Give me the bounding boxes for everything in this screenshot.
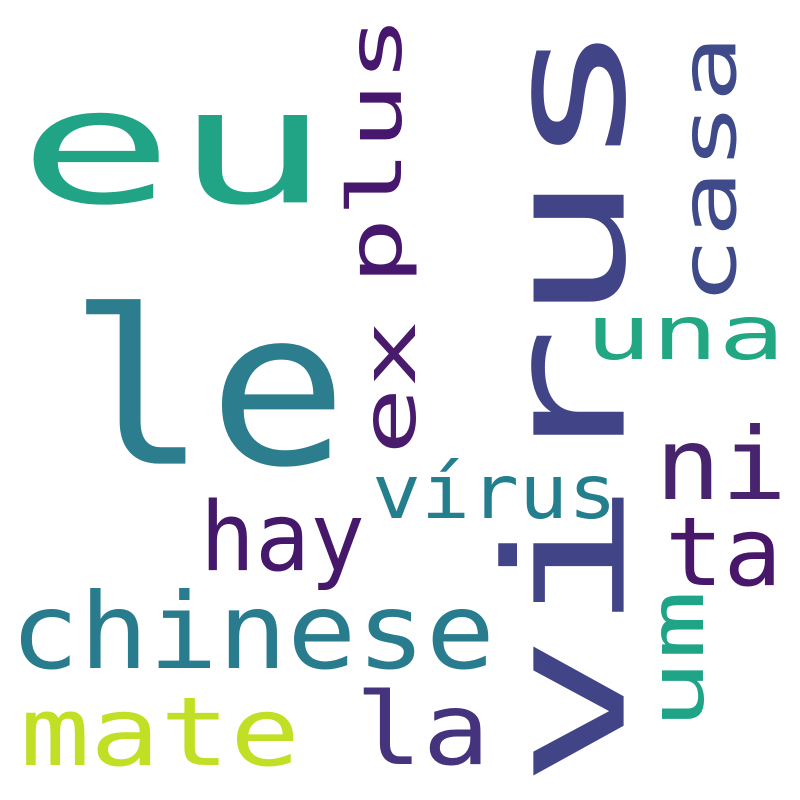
word-chinese: chinese [10,570,496,694]
word-casa: casa [662,34,755,305]
word-ni: ni [655,406,787,523]
word-ex: ex [345,320,433,455]
word-ta: ta [665,496,782,608]
word-una: una [585,289,785,377]
word-virus-accented: vírus [372,448,617,536]
word-plus: plus [331,14,419,285]
word-hay: hay [200,481,365,593]
word-la: la [355,671,490,788]
word-mate: mate [20,676,300,788]
word-eu: eu [18,53,330,241]
word-um: um [633,590,721,730]
word-le: le [68,263,348,516]
word-virus: virus [470,18,664,789]
